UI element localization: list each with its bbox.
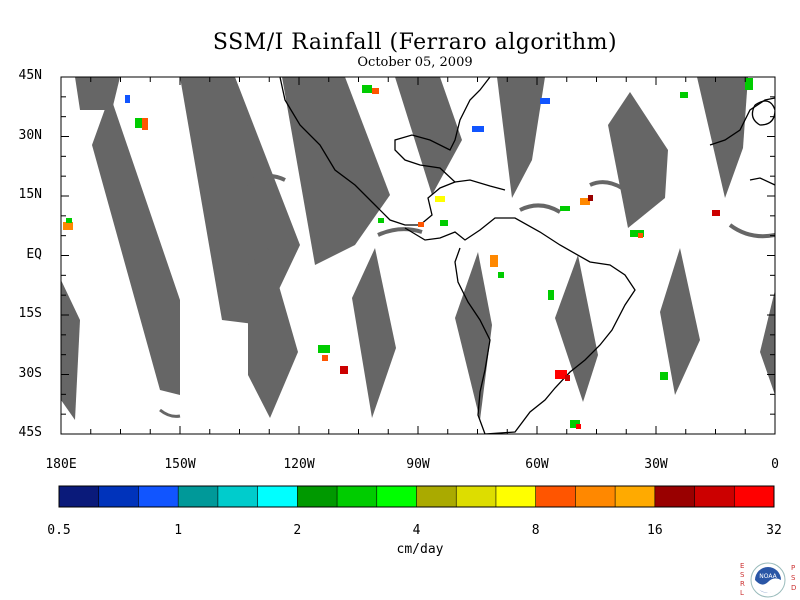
logo-letter: S xyxy=(791,574,796,582)
colorbar-swatch xyxy=(694,486,735,507)
colorbar-swatch xyxy=(337,486,378,507)
colorbar-swatch xyxy=(178,486,219,507)
coastline-africa-north xyxy=(709,97,775,146)
colorbar-swatch xyxy=(416,486,457,507)
colorbar-tick-label: 16 xyxy=(647,523,663,538)
colorbar-swatch xyxy=(535,486,576,507)
logo-letter: E xyxy=(740,562,744,570)
logo-letter: L xyxy=(740,589,744,597)
colorbar-tick-label: 8 xyxy=(531,523,540,538)
svg-text:NOAA: NOAA xyxy=(759,573,777,580)
coastlines xyxy=(279,77,775,434)
swath-gap xyxy=(697,77,748,198)
latitude-label: 30S xyxy=(18,365,42,381)
colorbar-tick-label: 2 xyxy=(293,523,302,538)
latitude-label: 15N xyxy=(18,187,42,202)
swath-gap xyxy=(555,255,598,402)
latitude-label: 15S xyxy=(18,306,42,321)
colorbar-tick-label: 4 xyxy=(412,523,421,538)
latitude-label: 45S xyxy=(18,425,42,440)
colorbar-swatch xyxy=(297,486,338,507)
coastline-iberia xyxy=(751,100,775,126)
colorbar-tick-label: 1 xyxy=(174,523,183,538)
longitude-label: 0 xyxy=(771,457,779,472)
colorbar-swatch xyxy=(257,486,298,507)
colorbar-tick-label: 32 xyxy=(766,523,782,538)
colorbar-swatch xyxy=(456,486,497,507)
swath-gap xyxy=(760,290,775,395)
colorbar-unit: cm/day xyxy=(396,542,444,557)
map-title: SSM/I Rainfall (Ferraro algorithm) xyxy=(212,30,618,55)
axis-ticks xyxy=(60,76,776,435)
longitude-label: 90W xyxy=(406,457,430,472)
colorbar-swatch xyxy=(615,486,656,507)
logo-letter: R xyxy=(740,580,745,588)
swath-gap xyxy=(352,248,396,418)
colorbar-swatch xyxy=(495,486,537,507)
coastline-caribbean xyxy=(454,179,506,191)
longitude-label: 180E xyxy=(45,457,77,472)
swath-gap xyxy=(497,77,545,198)
swath-gap xyxy=(660,248,700,395)
latitude-label: EQ xyxy=(26,246,42,262)
latitude-label: 30N xyxy=(18,127,42,143)
longitude-label: 30W xyxy=(644,457,668,472)
swath-gap xyxy=(395,77,462,195)
longitude-label: 60W xyxy=(525,457,549,472)
logo-letter: D xyxy=(791,584,796,592)
colorbar-swatch xyxy=(575,486,616,507)
colorbar-swatch xyxy=(138,486,179,507)
colorbar-swatch xyxy=(734,486,775,507)
swath-gap xyxy=(608,92,668,228)
colorbar-tick-label: 0.5 xyxy=(47,523,71,538)
latitude-label: 45N xyxy=(18,68,42,83)
rainfall-cells xyxy=(63,78,753,429)
map-date: October 05, 2009 xyxy=(357,55,473,70)
logo-letter: S xyxy=(740,571,745,579)
swath-gap xyxy=(92,95,180,395)
coastline-south-america xyxy=(404,217,636,434)
colorbar-swatch xyxy=(654,486,696,507)
colorbar-swatch xyxy=(59,486,100,507)
colorbar-swatch xyxy=(98,486,139,507)
logo-letter: P xyxy=(791,564,795,572)
longitude-label: 150W xyxy=(164,457,196,472)
colorbar-swatch xyxy=(376,486,417,507)
colorbar-swatch xyxy=(217,486,259,507)
longitude-label: 120W xyxy=(283,457,315,472)
swath-gap xyxy=(248,248,298,418)
coastline-africa-west xyxy=(749,177,775,186)
